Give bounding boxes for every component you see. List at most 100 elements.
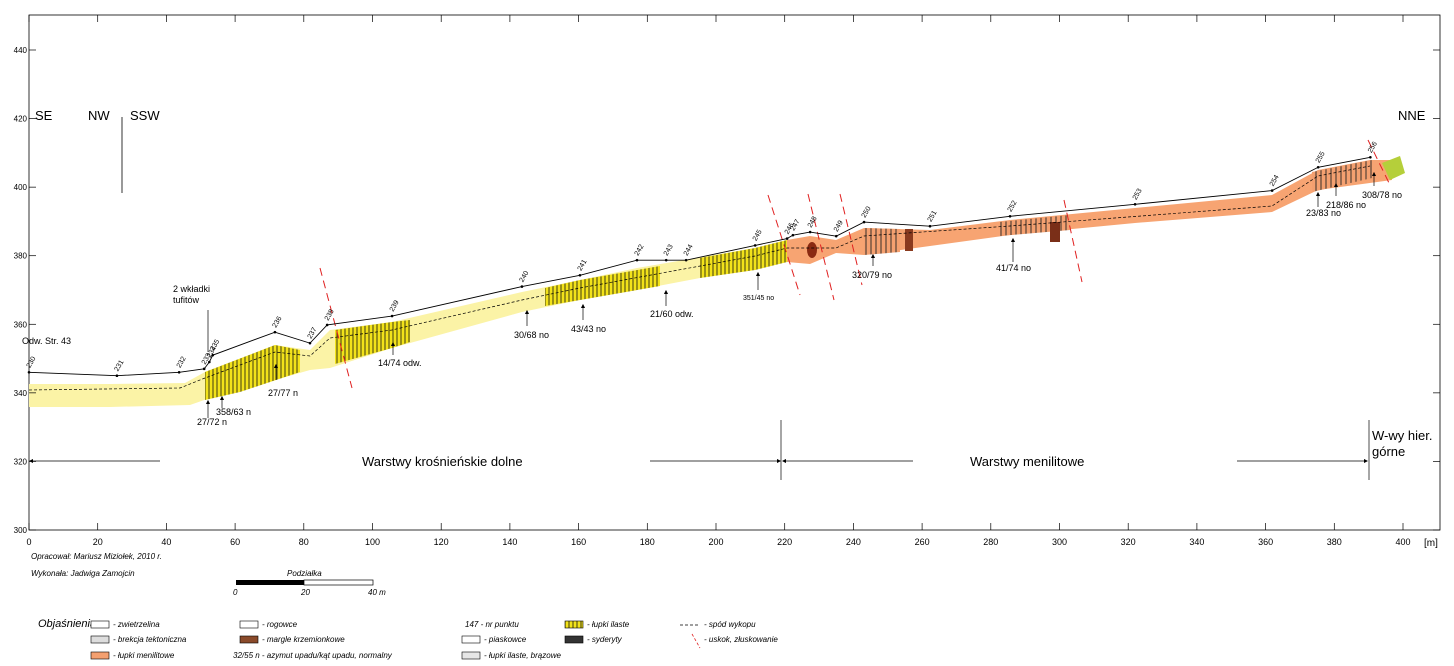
annotation: 2 wkładki (173, 284, 210, 294)
x-tick-label: 340 (1189, 537, 1204, 547)
station (1317, 166, 1320, 169)
legend-item: - margle krzemionkowe (262, 635, 345, 644)
legend-item: - łupki menilitowe (113, 651, 175, 660)
annotation: tufitów (173, 295, 200, 305)
legend-item: - łupki ilaste, brązowe (484, 651, 561, 660)
x-tick-label: 180 (640, 537, 655, 547)
station (211, 354, 214, 357)
station-label: 253 (1132, 188, 1144, 202)
station (326, 324, 329, 327)
sandstone-shale (700, 240, 787, 278)
station-label: 242 (634, 243, 646, 257)
y-tick-label: 340 (14, 389, 28, 398)
measurement: 351/45 no (743, 295, 774, 302)
station-label: 249 (833, 219, 845, 233)
station-label: 254 (1269, 174, 1281, 188)
station-label: 248 (807, 215, 819, 229)
menilite-shale (1312, 160, 1372, 192)
annotation: Odw. Str. 43 (22, 336, 71, 346)
menilite-shale (864, 228, 900, 255)
direction: SSW (130, 108, 160, 123)
credit: Opracował: Mariusz Miziołek, 2010 r. (31, 552, 162, 561)
measurement: 218/86 no (1326, 200, 1366, 210)
station-label: 244 (683, 243, 695, 257)
cross-section: 2302312322332342352362372382392402412422… (0, 0, 1454, 666)
station (665, 259, 668, 262)
station-label: 247 (790, 218, 802, 232)
station (274, 331, 277, 334)
station-label: 237 (307, 326, 319, 340)
x-tick-label: 60 (230, 537, 240, 547)
measurement: 30/68 no (514, 330, 549, 340)
direction: NW (88, 108, 110, 123)
x-tick-label: 380 (1327, 537, 1342, 547)
station (636, 259, 639, 262)
unit-label: W-wy hier. (1372, 428, 1432, 443)
measurement: 43/43 no (571, 324, 606, 334)
legend-item: - uskok, złuskowanie (704, 635, 778, 644)
legend-item: - piaskowce (484, 635, 527, 644)
x-tick-label: 220 (777, 537, 792, 547)
y-tick-label: 320 (14, 457, 28, 466)
station-label: 232 (176, 356, 188, 370)
station (178, 371, 181, 374)
x-tick-label: 40 (161, 537, 171, 547)
station (28, 371, 31, 374)
station (208, 361, 211, 364)
legend-item: 32/55 n - azymut upadu/kąt upadu, normal… (233, 651, 393, 660)
station (754, 244, 757, 247)
station (1009, 215, 1012, 218)
y-tick-label: 380 (14, 252, 28, 261)
station (863, 221, 866, 224)
scale-title: Podziałka (287, 569, 322, 578)
x-tick-label: 300 (1052, 537, 1067, 547)
station (792, 234, 795, 237)
x-tick-label: 320 (1121, 537, 1136, 547)
legend-item: - syderyty (587, 635, 623, 644)
x-tick-label: 0 (26, 537, 31, 547)
station-label: 236 (272, 315, 284, 329)
station-label: 241 (577, 259, 589, 273)
station (203, 368, 206, 371)
unit-label: Warstwy krośnieńskie dolne (362, 454, 523, 469)
measurement: 14/74 odw. (378, 358, 422, 368)
measurement: 320/79 no (852, 270, 892, 280)
faults (320, 140, 1390, 388)
station (116, 374, 119, 377)
measurement: 41/74 no (996, 263, 1031, 273)
y-tick-label: 400 (14, 183, 28, 192)
legend-item: - brekcja tektoniczna (113, 635, 187, 644)
x-tick-label: 20 (93, 537, 103, 547)
station (1271, 189, 1274, 192)
direction: NNE (1398, 108, 1426, 123)
x-tick-label: 260 (915, 537, 930, 547)
station-label: 240 (519, 270, 531, 284)
sandstone-shale (545, 266, 660, 306)
station-label: 243 (663, 243, 675, 257)
x-tick-label: 280 (983, 537, 998, 547)
station-label: 252 (1007, 200, 1019, 214)
x-tick-label: 360 (1258, 537, 1273, 547)
layers (29, 156, 1405, 407)
unit-label: górne (1372, 444, 1405, 459)
unit-label: Warstwy menilitowe (970, 454, 1084, 469)
station-label: 251 (927, 210, 939, 224)
fault (1064, 200, 1082, 282)
station (786, 237, 789, 240)
x-tick-label: 80 (299, 537, 309, 547)
y-tick-label: 300 (14, 526, 28, 535)
x-tick-label: 240 (846, 537, 861, 547)
scale-label: 0 (233, 588, 238, 597)
station (685, 259, 688, 262)
station-label: 235 (209, 338, 221, 352)
scale-label: 40 m (368, 588, 386, 597)
measurement: 27/77 n (268, 388, 298, 398)
siliceous-marl (1050, 222, 1060, 242)
x-tick-label: 100 (365, 537, 380, 547)
station-label: 231 (114, 359, 126, 373)
legend-item: - łupki ilaste (587, 620, 630, 629)
measurement: 21/60 odw. (650, 309, 694, 319)
station (521, 285, 524, 288)
station (929, 225, 932, 228)
station (1134, 203, 1137, 206)
